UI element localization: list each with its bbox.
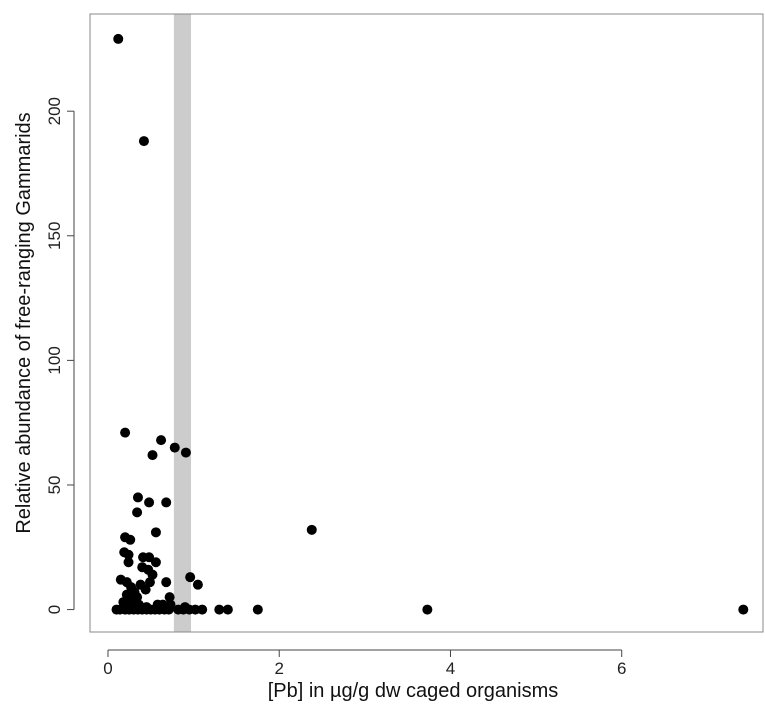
data-point [180, 447, 191, 458]
x-tick-label: 0 [103, 659, 112, 678]
data-point [144, 577, 155, 588]
data-point [150, 557, 161, 568]
data-point [252, 604, 263, 615]
y-tick-label: 50 [45, 476, 64, 495]
data-point [190, 604, 201, 615]
data-point [150, 527, 161, 538]
data-point [422, 604, 433, 615]
x-tick-label: 4 [446, 659, 455, 678]
data-point [156, 435, 167, 446]
data-point [192, 579, 203, 590]
y-axis: 0 50 100 150 200 [45, 97, 75, 614]
data-point [140, 584, 151, 595]
data-point [214, 604, 225, 615]
plot-frame [89, 13, 764, 633]
data-point [123, 549, 134, 560]
data-point [138, 136, 149, 147]
reference-band-layer [173, 14, 192, 632]
data-point [306, 524, 317, 535]
y-tick-label: 200 [45, 97, 64, 125]
data-point [132, 492, 143, 503]
data-point [125, 534, 136, 545]
reference-band [173, 14, 192, 632]
data-point [144, 497, 155, 508]
data-points [111, 33, 749, 615]
y-tick-label: 100 [45, 346, 64, 374]
data-point [147, 450, 158, 461]
data-point [163, 604, 174, 615]
data-point [164, 592, 175, 603]
data-point [161, 497, 172, 508]
data-point [123, 557, 134, 568]
data-point [169, 442, 180, 453]
data-point [161, 577, 172, 588]
data-point [120, 427, 131, 438]
x-axis-label: [Pb] in µg/g dw caged organisms [268, 680, 559, 702]
data-point [144, 552, 155, 563]
x-axis: 0 2 4 6 [103, 649, 626, 678]
data-point [197, 604, 208, 615]
x-tick-label: 6 [617, 659, 626, 678]
y-tick-label: 0 [45, 605, 64, 614]
data-point [738, 604, 749, 615]
data-point [185, 572, 196, 583]
data-point [222, 604, 233, 615]
data-point [113, 33, 124, 44]
x-tick-label: 2 [274, 659, 283, 678]
data-point [132, 507, 143, 518]
y-tick-label: 150 [45, 222, 64, 250]
y-axis-label: Relative abundance of free-ranging Gamma… [13, 112, 35, 533]
